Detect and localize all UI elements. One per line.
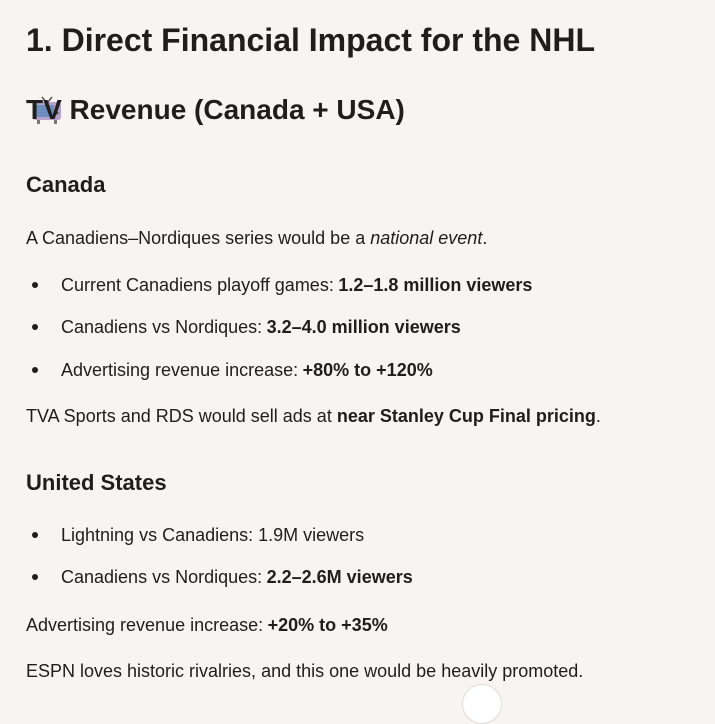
heading: 1. Direct Financial Impact for the NHL xyxy=(26,22,595,58)
label: Advertising revenue increase: xyxy=(61,360,299,380)
section-title: United States xyxy=(26,470,167,495)
label: Current Canadiens playoff games: xyxy=(61,275,334,295)
text: A Canadiens–Nordiques series would be a xyxy=(26,228,366,248)
list-item: Current Canadiens playoff games: 1.2–1.8 … xyxy=(61,273,532,297)
value: +80% to +120% xyxy=(302,360,433,380)
list-item: Canadiens vs Nordiques: 3.2–4.0 million v… xyxy=(61,315,461,339)
paragraph: Advertising revenue increase: +20% to +35… xyxy=(26,613,388,637)
scroll-button[interactable] xyxy=(462,684,502,724)
bullet xyxy=(32,532,38,538)
text: TVA Sports and RDS would sell ads at xyxy=(26,406,332,426)
bullet xyxy=(32,367,38,373)
bullet xyxy=(32,282,38,288)
paragraph: A Canadiens–Nordiques series would be a … xyxy=(26,226,487,250)
emphasis: national event xyxy=(370,228,483,248)
list-item: Advertising revenue increase: +80% to +12… xyxy=(61,358,433,382)
value: 3.2–4.0 million viewers xyxy=(266,317,461,337)
label: Lightning vs Canadiens: 1.9M viewers xyxy=(61,525,365,545)
list-item: Canadiens vs Nordiques: 2.2–2.6M viewers xyxy=(61,565,413,589)
value: 1.2–1.8 million viewers xyxy=(338,275,533,295)
section-title: Canada xyxy=(26,172,106,197)
paragraph: ESPN loves historic rivalries, and this … xyxy=(26,661,584,681)
subheading: TV Revenue (Canada + USA) xyxy=(26,94,405,125)
list-item: Lightning vs Canadiens: 1.9M viewers xyxy=(61,523,364,547)
label: Advertising revenue increase: xyxy=(26,615,264,635)
label: Canadiens vs Nordiques: xyxy=(61,567,263,587)
bullet xyxy=(32,574,38,580)
value: +20% to +35% xyxy=(267,615,388,635)
text: . xyxy=(595,406,601,426)
text: . xyxy=(482,228,488,248)
value: 2.2–2.6M viewers xyxy=(266,567,413,587)
tv-icon xyxy=(33,96,61,124)
label: Canadiens vs Nordiques: xyxy=(61,317,263,337)
bullet xyxy=(32,324,38,330)
paragraph: TVA Sports and RDS would sell ads at nea… xyxy=(26,404,601,428)
page: 1. Direct Financial Impact for the NHL T… xyxy=(26,22,601,724)
strong: near Stanley Cup Final pricing xyxy=(336,406,596,426)
